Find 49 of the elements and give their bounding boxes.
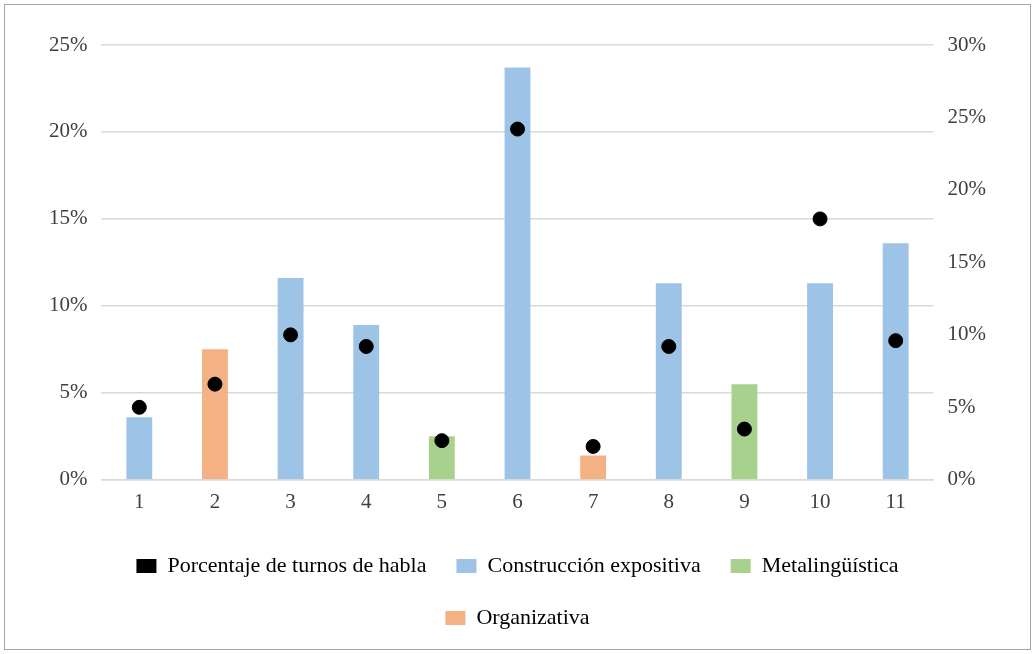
x-tick-label: 11 (885, 488, 906, 513)
y-tick-label: 0% (59, 466, 88, 491)
bar (202, 349, 228, 480)
point (585, 438, 601, 454)
point (207, 376, 223, 392)
bar (126, 417, 153, 480)
legend-label: Metalingüística (761, 551, 899, 577)
point (434, 433, 450, 449)
point (888, 333, 904, 349)
x-tick-label: 2 (209, 488, 221, 513)
legend-label: Porcentaje de turnos de habla (167, 551, 427, 577)
point (510, 121, 525, 137)
x-tick-label: 1 (134, 488, 145, 513)
x-tick-label: 9 (739, 488, 750, 513)
point (812, 211, 828, 227)
point (661, 338, 677, 354)
bar (882, 243, 909, 480)
bar (655, 283, 682, 480)
point (283, 327, 299, 343)
y-tick-label: 15% (48, 205, 88, 230)
x-tick-label: 3 (285, 488, 296, 513)
point (736, 421, 752, 437)
bar (277, 278, 304, 480)
legend-label: Organizativa (476, 603, 590, 629)
y-tick-label: 10% (48, 292, 88, 317)
y2-tick-label: 0% (947, 466, 976, 491)
y-tick-label: 25% (48, 31, 88, 56)
y2-tick-label: 30% (947, 31, 987, 56)
y2-tick-label: 10% (947, 321, 987, 346)
bar (580, 455, 607, 480)
bar (353, 325, 380, 480)
bar (807, 283, 833, 480)
x-tick-label: 10 (809, 488, 831, 513)
point (131, 399, 147, 415)
point (358, 338, 374, 354)
x-tick-label: 6 (512, 488, 523, 513)
y2-tick-label: 25% (947, 103, 987, 128)
legend-label: Construcción expositiva (487, 551, 701, 577)
x-tick-label: 5 (436, 488, 448, 513)
x-tick-label: 4 (360, 488, 372, 513)
bar (504, 67, 531, 480)
x-tick-label: 7 (587, 488, 599, 513)
bar (731, 384, 758, 480)
y2-tick-label: 20% (947, 176, 987, 201)
y2-tick-label: 5% (947, 393, 976, 418)
y2-tick-label: 15% (947, 248, 987, 273)
x-tick-label: 8 (663, 488, 675, 513)
y-tick-label: 5% (59, 379, 88, 404)
y-tick-label: 20% (48, 118, 88, 143)
